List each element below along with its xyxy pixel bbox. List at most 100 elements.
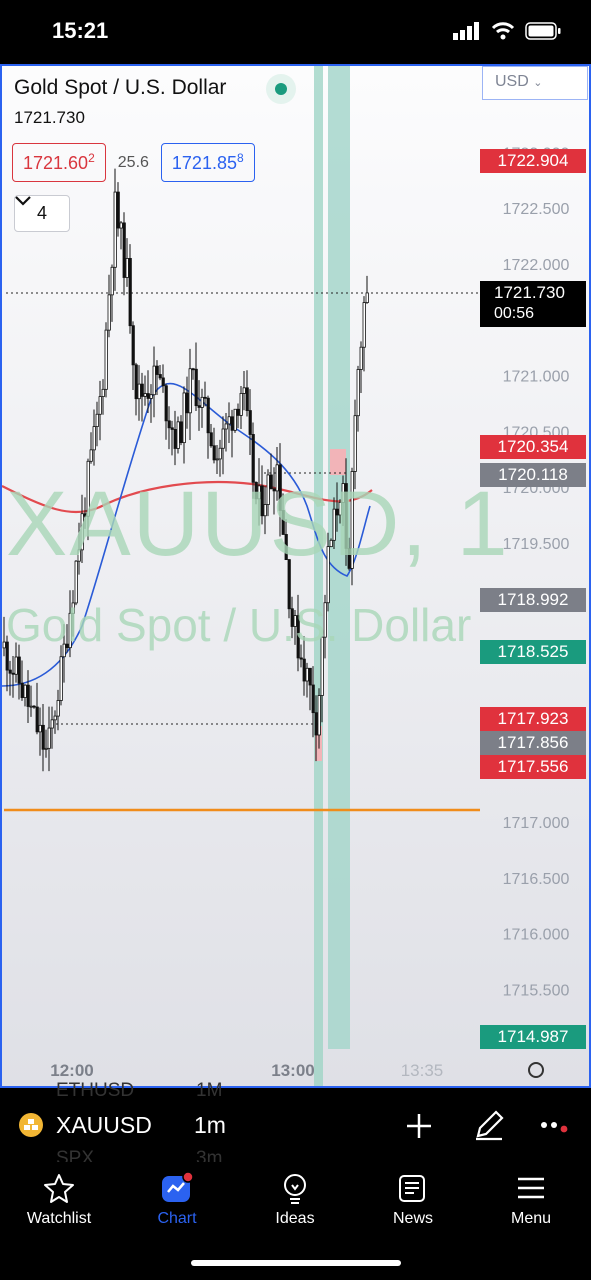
candle-body (20, 682, 24, 698)
candle-body (227, 416, 231, 425)
star-icon (44, 1174, 74, 1203)
symbol-selector[interactable]: XAUUSD (56, 1112, 152, 1138)
candle-body (173, 429, 177, 449)
candle-body (101, 388, 105, 397)
symbol-title[interactable]: Gold Spot / U.S. Dollar (14, 76, 227, 99)
currency-selector[interactable]: USD ⌄ (482, 66, 588, 100)
candle-body (278, 464, 282, 511)
candle-body (191, 368, 195, 371)
candle-body (299, 657, 303, 660)
watermark-description: Gold Spot / U.S. Dollar (6, 599, 472, 651)
candle-body (98, 396, 102, 415)
more-options-icon[interactable] (540, 1118, 572, 1134)
candle-body (14, 656, 18, 675)
vertical-highlight (314, 66, 323, 1086)
candle-body (89, 449, 93, 462)
red-marker (330, 449, 346, 475)
candle-body (176, 421, 180, 449)
candle-countdown: 00:56 (494, 305, 535, 322)
candle-body (338, 502, 342, 516)
candle-body (281, 510, 285, 535)
candle-body (287, 559, 291, 610)
price-label: 1721.730 00:56 (480, 281, 586, 327)
buy-button[interactable]: 1721.858 (160, 143, 255, 182)
candle-body (200, 396, 204, 408)
nav-menu[interactable]: Menu (481, 1162, 581, 1228)
nav-ideas[interactable]: Ideas (245, 1162, 345, 1228)
price-tick: 1717.000 (503, 815, 570, 832)
candle-body (293, 615, 297, 627)
price-label-value: 1714.987 (497, 1027, 569, 1046)
candle-body (236, 408, 240, 416)
candle-body (290, 608, 294, 627)
market-status-icon[interactable] (266, 74, 296, 104)
candle-body (242, 387, 246, 394)
price-label-value: 1718.525 (497, 642, 569, 661)
candle-body (188, 368, 192, 414)
chart-area[interactable]: 1723.0001722.5001722.0001721.0001720.500… (0, 64, 591, 1088)
price-label-value: 1721.730 (494, 283, 565, 302)
candle-body (365, 292, 369, 303)
candle-body (80, 513, 84, 551)
candle-body (29, 705, 33, 708)
price-label: 1720.118 (480, 463, 586, 487)
candle-body (317, 695, 321, 736)
candle-body (263, 504, 267, 517)
nav-chart[interactable]: Chart (127, 1162, 227, 1228)
candle-body (122, 222, 126, 278)
settings-gear-icon (528, 1062, 544, 1078)
candle-body (71, 602, 75, 614)
candle-body (158, 374, 162, 379)
candle-body (74, 560, 78, 604)
candle-body (119, 222, 123, 229)
candle-body (347, 547, 351, 569)
candle-body (215, 458, 219, 461)
candle-body (44, 747, 48, 750)
candle-body (56, 700, 60, 717)
candle-body (308, 667, 312, 686)
candle-body (344, 483, 348, 549)
time-tick: 13:35 (401, 1061, 444, 1080)
candle-body (8, 669, 12, 674)
candle-body (155, 365, 159, 375)
price-label: 1714.987 (480, 1025, 586, 1049)
candle-body (266, 474, 270, 505)
candle-body (341, 483, 345, 503)
candle-body (302, 658, 306, 682)
price-label-value: 1718.992 (497, 590, 569, 609)
nav-ideas-label: Ideas (275, 1210, 315, 1227)
nav-news[interactable]: News (363, 1162, 463, 1228)
candle-body (362, 302, 366, 348)
candle-body (47, 727, 51, 749)
candle-body (206, 397, 210, 434)
indicators-toggle-button[interactable]: 4 (14, 195, 70, 232)
sell-button[interactable]: 1721.602 (12, 143, 106, 182)
price-label: 1717.856 (480, 731, 586, 755)
chart-plot[interactable]: 1723.0001722.5001722.0001721.0001720.500… (2, 66, 591, 1088)
candle-body (239, 393, 243, 416)
candle-body (128, 258, 132, 327)
ghost-interval-above: 1M (196, 1080, 223, 1101)
candle-body (305, 667, 309, 682)
candle-body (194, 368, 198, 407)
candle-body (41, 724, 45, 750)
candle-body (32, 705, 36, 708)
interval-selector[interactable]: 1m (194, 1112, 226, 1138)
candle-body (137, 383, 141, 400)
candle-body (26, 684, 30, 707)
candle-body (107, 294, 111, 331)
candle-body (353, 415, 357, 472)
candle-body (149, 394, 153, 399)
nav-watchlist[interactable]: Watchlist (9, 1162, 109, 1228)
candle-body (221, 428, 225, 449)
drawing-pen-icon[interactable] (472, 1108, 506, 1142)
candle-body (170, 427, 174, 430)
candle-body (254, 481, 258, 500)
candle-body (326, 546, 330, 604)
chart-icon (162, 1172, 194, 1202)
session-highlight (328, 66, 350, 1049)
candle-body (311, 684, 315, 714)
price-tick: 1716.500 (503, 871, 570, 888)
add-icon[interactable] (405, 1112, 433, 1140)
candle-body (359, 346, 363, 370)
